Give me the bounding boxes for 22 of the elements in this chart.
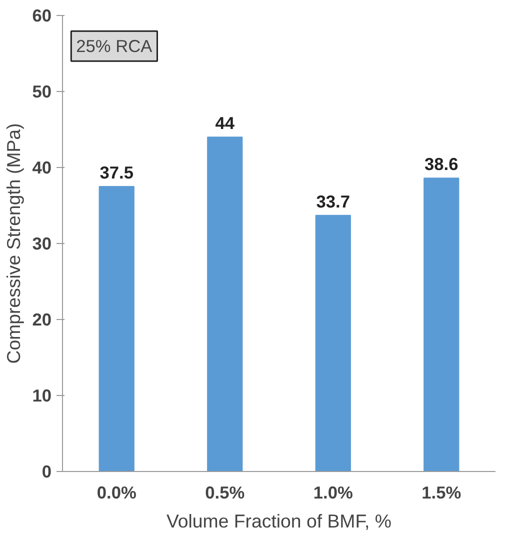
y-tick-label: 50 [32,82,52,102]
y-tick-label: 20 [32,310,52,330]
annotation: 25% RCA [76,36,153,56]
x-tick-label: 0.5% [205,482,245,502]
bar [98,186,134,472]
y-tick-label: 30 [32,234,52,254]
x-tick-label: 1.0% [313,482,353,502]
y-tick-label: 60 [32,6,52,26]
bar [207,136,243,472]
data-label: 44 [215,113,235,134]
bar [424,178,460,472]
data-label: 33.7 [316,191,350,212]
x-axis-title: Volume Fraction of BMF, % [166,510,392,532]
y-axis-title: Compressive Strength (MPa) [3,123,24,364]
x-tick-label: 0.0% [96,482,136,502]
y-tick-label: 10 [32,386,52,406]
x-tick-label: 1.5% [422,482,462,502]
data-label: 37.5 [100,162,134,182]
y-tick-label: 40 [32,158,52,178]
y-tick-label: 0 [42,462,52,482]
data-label: 38.6 [424,154,459,174]
bar [315,214,351,472]
